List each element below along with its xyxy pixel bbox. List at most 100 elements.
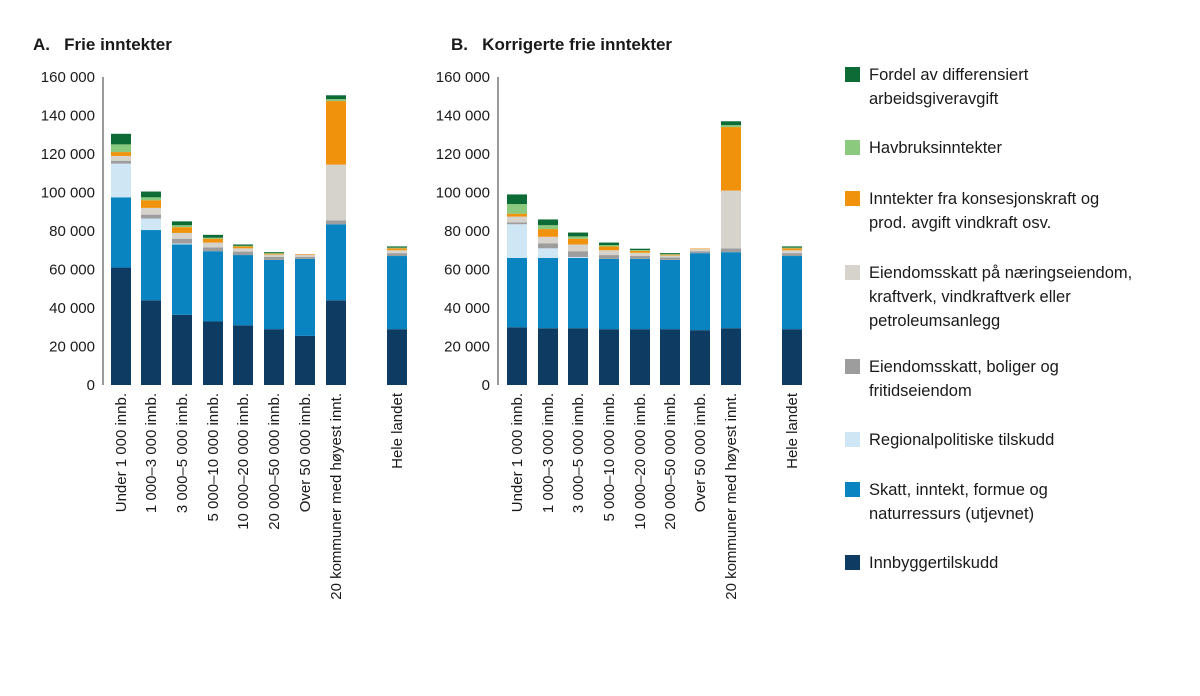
panel-b-bar-segment	[507, 216, 527, 223]
panel-a-ytick-label: 60 000	[49, 262, 95, 279]
panel-a-bar-segment	[172, 244, 192, 315]
panel-b-category-label: 20 000–50 000 innb.	[662, 393, 679, 530]
panel-a-category-label: 1 000–3 000 innb.	[143, 393, 160, 513]
panel-b-category-label: 3 000–5 000 innb.	[570, 393, 587, 513]
panel-a-bar-segment	[264, 256, 284, 260]
panel-b-bar-segment	[690, 330, 710, 385]
panel-b-bar-segment	[721, 125, 741, 128]
panel-a-bar-segment	[233, 244, 253, 246]
panel-a-bar-segment	[141, 300, 161, 385]
panel-a-bar-segment	[172, 314, 192, 385]
panel-b-bar-segment	[538, 257, 558, 329]
panel-b-bar-segment	[782, 253, 802, 257]
panel-b-bar-segment	[690, 253, 710, 331]
panel-a-bar-segment	[295, 335, 315, 385]
legend-label: naturressurs (utjevnet)	[869, 505, 1034, 523]
panel-a-bar-segment	[295, 258, 315, 336]
legend-label: kraftverk, vindkraftverk eller	[869, 288, 1071, 306]
panel-b-bar-segment	[599, 245, 619, 247]
panel-b-bar-segment	[630, 250, 650, 253]
panel-a-bar-segment	[203, 237, 223, 239]
legend-swatch	[845, 482, 860, 497]
legend-swatch	[845, 432, 860, 447]
chart-legend: Fordel av differensiert arbeidsgiveravgif…	[845, 66, 1132, 572]
panel-a-ytick-label: 100 000	[41, 185, 95, 202]
panel-b-bar-segment	[507, 224, 527, 258]
panel-b-bar-segment	[721, 252, 741, 329]
panel-b-bar-segment	[538, 248, 558, 258]
panel-a-bar-segment	[141, 207, 161, 215]
panel-a-bar-segment	[326, 99, 346, 102]
panel-a-bar-segment	[172, 232, 192, 239]
panel-a-bar-segment	[203, 321, 223, 385]
panel-b-category-label: 20 kommuner med høyest innt.	[723, 393, 740, 600]
panel-a-bar-segment	[111, 160, 131, 164]
panel-b-bar-segment	[568, 256, 588, 258]
panel-a-bar-segment	[111, 144, 131, 153]
panel-b-bar-segment	[660, 259, 680, 330]
panel-a-bar-segment	[111, 133, 131, 145]
panel-b-bar-segment	[568, 232, 588, 237]
legend-label: fritidseiendom	[869, 382, 972, 400]
panel-b-bar-segment	[660, 254, 680, 256]
panel-a-ytick-label: 140 000	[41, 108, 95, 125]
panel-b-bar-segment	[630, 250, 650, 251]
panel-a-bar-segment	[111, 267, 131, 385]
panel-b-ytick-label: 40 000	[444, 300, 490, 317]
panel-a-bar-segment	[141, 191, 161, 198]
panel-a-bar-segment	[172, 225, 192, 228]
panel-b-bar-segment	[782, 246, 802, 248]
panel-b-bar-segment	[782, 329, 802, 385]
panel-a-bar-segment	[264, 254, 284, 257]
panel-b-bar-segment	[538, 225, 558, 230]
legend-swatch	[845, 67, 860, 82]
panel-b-ytick-label: 80 000	[444, 223, 490, 240]
panel-b-bar-segment	[721, 127, 741, 191]
panel-b-bar-segment	[507, 194, 527, 205]
panel-b-ytick-label: 0	[482, 377, 490, 394]
panel-b-bar-segment	[660, 255, 680, 258]
panel-b-ytick-label: 100 000	[436, 185, 490, 202]
panel-b-category-label: 5 000–10 000 innb.	[601, 393, 618, 521]
panel-a-ytick-label: 120 000	[41, 146, 95, 163]
legend-label: Eiendomsskatt på næringseiendom,	[869, 264, 1132, 282]
panel-a-bar-segment	[141, 214, 161, 219]
panel-b-bar-segment	[538, 236, 558, 244]
panel-a-bar-segment	[233, 255, 253, 326]
panel-b-bar-segment	[538, 328, 558, 385]
panel-a-bar-segment	[387, 253, 407, 257]
panel-a-category-label: 20 000–50 000 innb.	[266, 393, 283, 530]
panel-b-bar-segment	[568, 238, 588, 245]
panel-a-title: A. Frie inntekter	[33, 35, 172, 54]
panel-b-bar-segment	[782, 248, 802, 251]
legend-label: Regionalpolitiske tilskudd	[869, 431, 1054, 449]
panel-a-ytick-label: 80 000	[49, 223, 95, 240]
panel-a-bar-segment	[264, 253, 284, 254]
panel-a-bar-segment	[295, 254, 315, 255]
panel-a-bar-segment	[141, 200, 161, 208]
panel-b-bar-segment	[507, 257, 527, 328]
panel-a-bar-segment	[233, 248, 253, 252]
panel-a-bar-segment	[264, 329, 284, 385]
panel-a-bar-segment	[111, 197, 131, 268]
panel-a-bar-segment	[387, 256, 407, 330]
legend-label: Eiendomsskatt, boliger og	[869, 358, 1059, 376]
panel-a-bar-segment	[295, 254, 315, 257]
panel-b-bar-segment	[630, 258, 650, 330]
panel-b-ytick-label: 140 000	[436, 108, 490, 125]
panel-a-bar-segment	[203, 247, 223, 252]
panel-a-category-label: Under 1 000 innb.	[113, 393, 130, 512]
panel-b-bar-segment	[507, 204, 527, 214]
panel-b-bar-segment	[690, 248, 710, 250]
panel-a-category-label: 5 000–10 000 innb.	[205, 393, 222, 521]
legend-label: prod. avgift vindkraft osv.	[869, 214, 1051, 232]
panel-b-bar-segment	[538, 229, 558, 237]
panel-a-bar-segment	[141, 218, 161, 231]
panel-b-bar-segment	[630, 252, 650, 257]
panel-b-bar-segment	[721, 248, 741, 253]
panel-a-category-label: 10 000–20 000 innb.	[235, 393, 252, 530]
panel-b-bar-segment	[690, 251, 710, 254]
panel-b-bar-segment	[568, 257, 588, 329]
legend-label: petroleumsanlegg	[869, 312, 1000, 330]
